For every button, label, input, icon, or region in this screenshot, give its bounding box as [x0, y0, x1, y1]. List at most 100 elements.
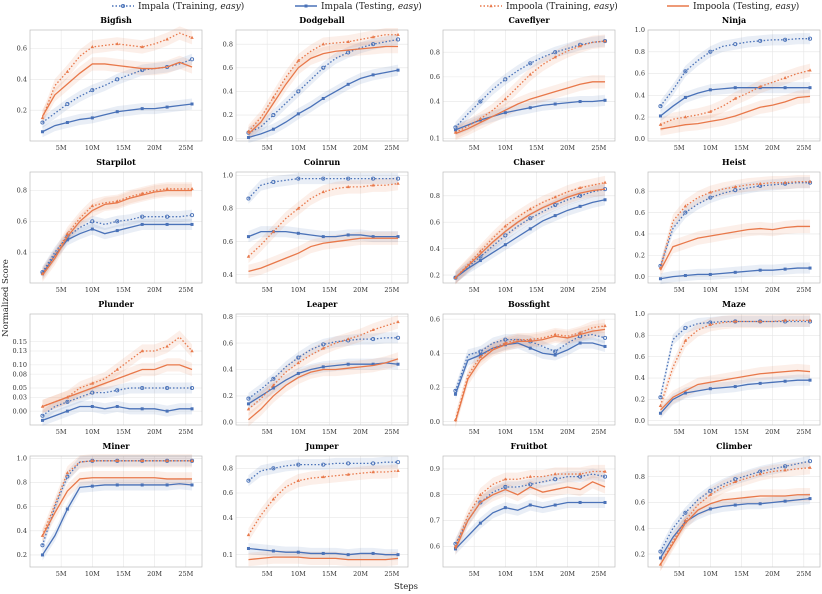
confidence-band [455, 75, 606, 141]
confidence-band [455, 183, 606, 284]
x-tick-label: 15M [116, 428, 131, 436]
data-point [246, 254, 251, 258]
x-tick-label: 15M [322, 570, 337, 578]
data-point [578, 341, 582, 345]
legend-entry: Impoola (Training, easy) [480, 1, 618, 12]
series-line [41, 477, 193, 536]
confidence-band [248, 542, 399, 561]
data-point [395, 176, 401, 181]
y-tick-label: 0.4 [635, 524, 645, 532]
x-tick-label: 5M [56, 286, 67, 294]
y-tick-label: 0.0 [223, 419, 233, 427]
x-tick-label: 5M [262, 570, 273, 578]
data-point [708, 272, 712, 276]
y-tick-label: 0.0 [635, 135, 645, 143]
y-tick-label: 0.8 [223, 465, 233, 473]
y-tick-label: 0.05 [13, 384, 27, 392]
data-point [90, 458, 95, 463]
data-point [190, 483, 194, 487]
data-point [478, 259, 482, 263]
data-point [396, 320, 400, 324]
x-tick-label: 5M [262, 428, 273, 436]
y-tick-label: 0.00 [13, 407, 27, 415]
data-point [528, 207, 532, 211]
x-tick-label: 15M [529, 144, 544, 152]
legend-marker [304, 4, 308, 8]
x-tick-label: 10M [498, 286, 513, 294]
subplot-starpilot: Starpilot 5M 10M 15M 20M 25M 0.4 0.6 0.8 [17, 157, 203, 294]
x-tick-label: 5M [674, 286, 685, 294]
x-tick-label: 10M [498, 144, 513, 152]
subplot-title: Leaper [307, 299, 339, 309]
data-point [478, 116, 483, 120]
confidence-band [248, 28, 399, 139]
y-tick-label: 0.7 [430, 517, 440, 525]
y-tick-label: 0.9 [430, 465, 440, 473]
x-tick-label: 25M [591, 570, 606, 578]
x-tick-label: 15M [734, 286, 749, 294]
data-point [683, 210, 688, 215]
data-point [453, 128, 457, 132]
data-point [658, 549, 663, 554]
data-point [190, 187, 194, 191]
y-axis-label: Normalized Score [1, 259, 11, 337]
subplot-title: Chaser [513, 157, 545, 167]
data-point [321, 42, 325, 46]
data-point [708, 387, 712, 391]
data-point [503, 484, 508, 490]
confidence-band [42, 358, 193, 414]
data-point [783, 180, 787, 184]
data-point [603, 500, 607, 504]
data-point [40, 413, 45, 418]
data-point [658, 277, 662, 281]
data-point [683, 95, 687, 99]
data-point [758, 502, 762, 506]
series-line [41, 189, 193, 276]
plot-frame [29, 313, 203, 426]
confidence-band [248, 231, 399, 279]
x-tick-label: 5M [674, 570, 685, 578]
data-point [296, 89, 301, 94]
data-point [246, 533, 251, 537]
data-point [115, 199, 119, 203]
subplot-leaper: Leaper 5M 10M 15M 20M 25M 0.0 0.2 0.4 0.6 0.8 [223, 299, 409, 436]
subplot-ninja: Ninja 5M 10M 15M 20M 25M 0.0 0.2 0.4 0.6 0.8 1.0 [635, 15, 821, 152]
y-tick-label: 0.4 [17, 76, 27, 84]
data-point [371, 337, 376, 342]
subplot-title: Dodgeball [299, 15, 344, 25]
confidence-band [660, 374, 811, 419]
subplot-title: Caveflyer [508, 15, 550, 25]
legend-label: Impoola (Training, easy) [506, 1, 618, 12]
data-point [758, 381, 762, 385]
data-point [165, 385, 170, 391]
data-point [246, 402, 250, 406]
y-tick-label: 0.4 [17, 527, 27, 535]
data-point [708, 488, 713, 493]
y-tick-label: 0.2 [430, 384, 440, 392]
confidence-band [248, 352, 399, 427]
data-point [296, 355, 301, 360]
plot-frame [235, 29, 409, 142]
x-tick-label: 10M [703, 428, 718, 436]
y-tick-label: 0.6 [635, 499, 645, 507]
series-line [454, 481, 606, 550]
x-tick-label: 20M [353, 144, 368, 152]
data-point [321, 96, 325, 100]
x-tick-label: 10M [291, 144, 306, 152]
data-point [296, 231, 300, 235]
x-tick-label: 10M [85, 286, 100, 294]
x-tick-label: 25M [796, 144, 811, 152]
data-point [246, 129, 251, 133]
data-point [115, 367, 119, 371]
data-point [296, 360, 301, 365]
data-point [371, 327, 375, 332]
data-point [708, 109, 713, 113]
x-tick-label: 5M [469, 428, 480, 436]
confidence-band [248, 176, 399, 264]
data-point [321, 475, 325, 479]
series-line [248, 358, 399, 421]
data-point [578, 330, 582, 334]
data-point [808, 465, 812, 469]
data-point [528, 227, 532, 231]
data-point [271, 549, 275, 553]
